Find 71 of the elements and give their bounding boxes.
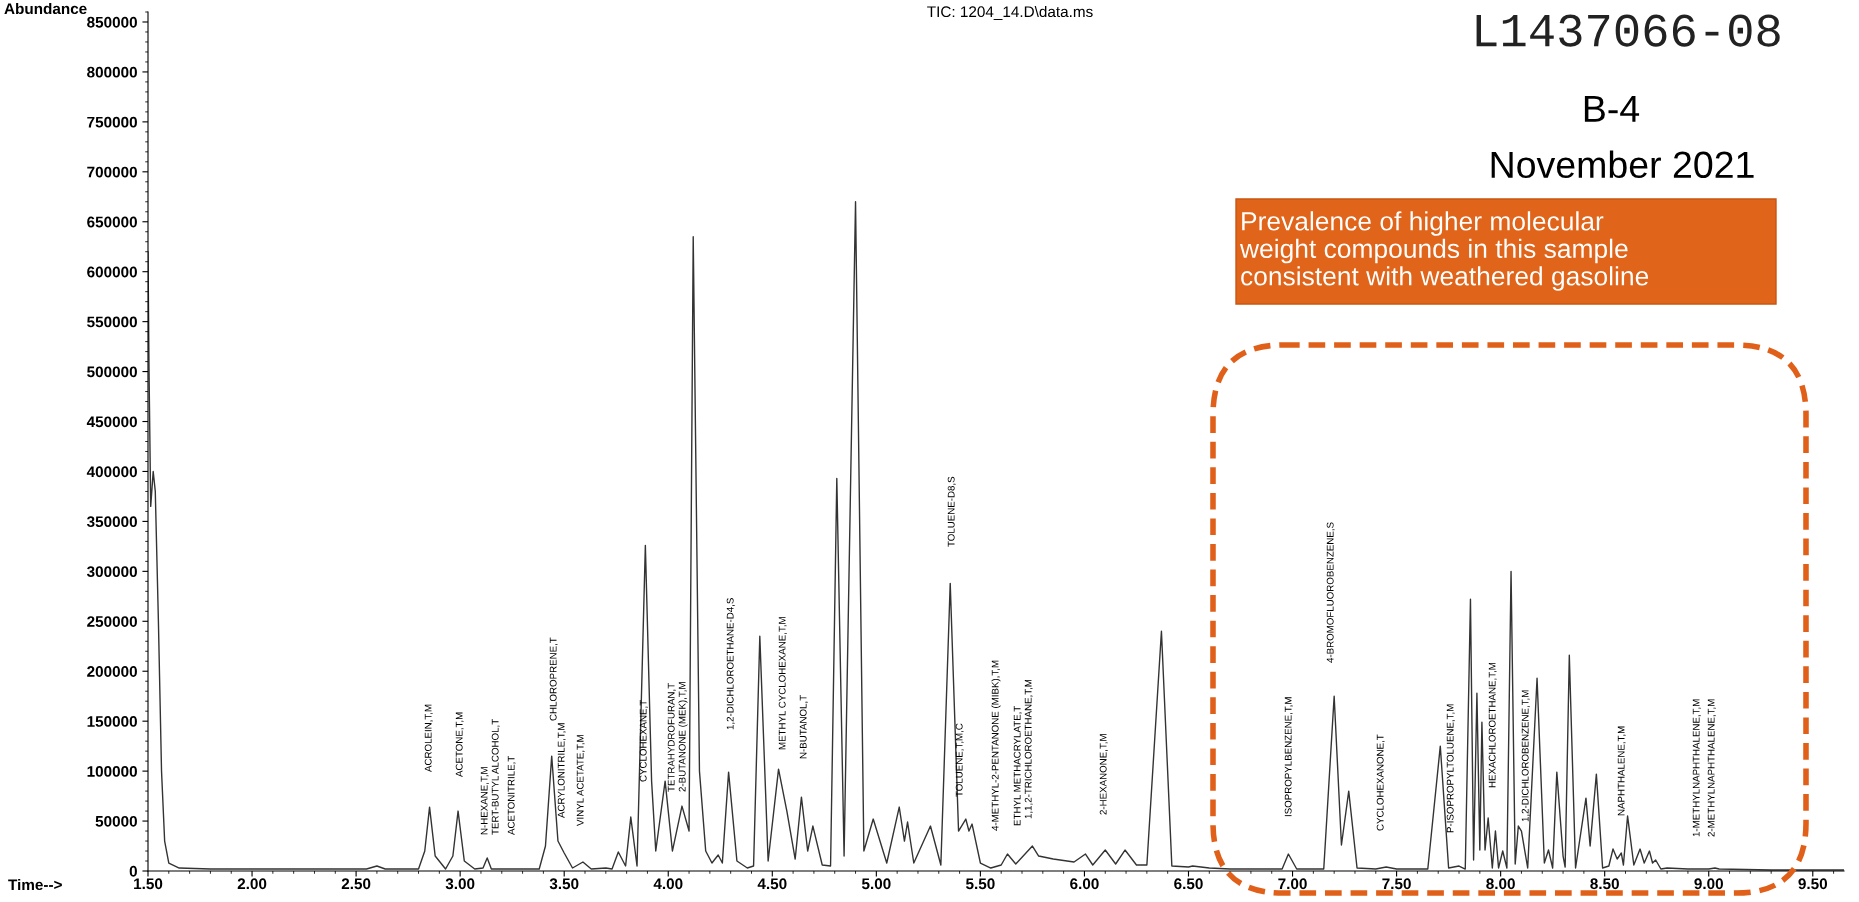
- annotation: ISOPROPYLBENZENE,T,M: [1284, 697, 1293, 817]
- y-tick-label: 500000: [87, 366, 137, 378]
- annotation: HEXACHLOROETHANE,T,M: [1488, 662, 1497, 788]
- x-tick-label: 3.00: [445, 878, 475, 890]
- annotation: TOLUENE,T,M,C: [955, 723, 964, 797]
- y-axis-title: Abundance: [4, 2, 87, 15]
- x-tick-label: 6.50: [1174, 878, 1203, 890]
- y-tick-label: 450000: [86, 416, 137, 428]
- y-tick-label: 100000: [87, 765, 137, 777]
- annotation: ACETONE,T,M: [455, 712, 464, 777]
- annotation: 2-HEXANONE,T,M: [1099, 734, 1108, 815]
- annotation: TETRAHYDROFURAN,T: [667, 683, 676, 792]
- y-tick-label: 800000: [87, 66, 137, 78]
- annotation: ACROLEIN,T,M: [424, 704, 433, 772]
- x-tick-label: 3.50: [549, 878, 579, 890]
- annotation: 1,2-DICHLOROETHANE-D4,S: [726, 598, 735, 730]
- annotation: P-ISOPROPYLTOLUENE,T,M: [1446, 704, 1455, 833]
- x-tick-label: 9.00: [1694, 878, 1723, 890]
- y-tick-label: 850000: [87, 16, 137, 28]
- y-tick-label: 300000: [86, 566, 137, 578]
- y-tick-label: 250000: [87, 616, 137, 627]
- annotation: 1-METHYLNAPHTHALENE,T,M: [1692, 699, 1701, 837]
- y-tick-label: 150000: [87, 716, 137, 727]
- annotation: November 2021: [1491, 150, 1754, 179]
- y-tick-label: 400000: [86, 466, 137, 478]
- annotation: ETHYL METHACRYLATE,T: [1013, 705, 1022, 826]
- annotation: N-BUTANOL,T: [799, 695, 808, 759]
- annotation: 1,1,2-TRICHLOROETHANE,T,M: [1024, 679, 1033, 819]
- annotation: N-HEXANE,T,M: [480, 767, 489, 835]
- y-tick-label: 700000: [87, 166, 137, 178]
- y-tick-label: 600000: [87, 266, 137, 278]
- annotation: L1437066-08: [1476, 14, 1780, 47]
- x-tick-label: 8.00: [1486, 878, 1515, 890]
- annotation: 4-BROMOFLUOROBENZENE,S: [1326, 522, 1335, 663]
- x-tick-label: 7.00: [1278, 878, 1307, 890]
- annotation: 2-METHYLNAPHTHALENE,T,M: [1707, 699, 1716, 837]
- annotation: METHYL CYCLOHEXANE,T,M: [778, 617, 787, 750]
- x-tick-label: 2.00: [237, 878, 267, 890]
- annotation: CHLOROPRENE,T: [549, 637, 558, 721]
- x-axis-title: Time-->: [8, 878, 62, 891]
- x-tick-label: 5.50: [966, 878, 995, 890]
- y-tick-label: 550000: [87, 316, 137, 328]
- annotation: TERT-BUTYL ALCOHOL,T: [491, 719, 500, 835]
- y-tick-label: 750000: [87, 116, 137, 128]
- x-tick-label: 9.50: [1798, 878, 1828, 890]
- x-tick-label: 7.50: [1382, 878, 1411, 890]
- x-tick-label: 1.50: [134, 878, 163, 890]
- x-tick-label: 4.00: [653, 878, 683, 890]
- annotation: ACETONITRILE,T: [507, 755, 516, 835]
- annotation: NAPHTHALENE,T,M: [1617, 726, 1626, 816]
- annotation: Prevalence of higher molecular weight compounds in this sample consistent with weathered gasoline: [1239, 211, 1649, 291]
- annotation: CYCLOHEXANONE,T: [1376, 734, 1385, 831]
- annotation: 1,2-DICHLOROBENZENE,T,M: [1521, 690, 1530, 822]
- y-tick-label: 0: [129, 865, 137, 877]
- x-tick-label: 6.00: [1070, 878, 1099, 890]
- y-tick-label: 650000: [87, 216, 137, 228]
- annotation: ACRYLONITRILE,T,M: [557, 723, 566, 818]
- x-tick-label: 4.50: [757, 878, 787, 890]
- x-tick-label: 2.50: [341, 878, 371, 890]
- x-tick-label: 8.50: [1590, 878, 1619, 890]
- y-tick-label: 50000: [95, 815, 137, 827]
- annotation: 4-METHYL-2-PENTANONE (MIBK),T,M: [991, 660, 1001, 831]
- chart-title: TIC: 1204_14.D\data.ms: [927, 5, 1093, 20]
- annotation: TOLUENE-D8,S: [947, 476, 956, 547]
- annotation: 2-BUTANONE (MEK),T,M: [678, 682, 688, 792]
- y-tick-label: 350000: [86, 516, 137, 528]
- annotation: VINYL ACETATE,T,M: [576, 735, 585, 826]
- annotation: B-4: [1584, 95, 1640, 122]
- y-tick-label: 200000: [87, 666, 137, 677]
- annotation: CYCLOHEXANE,T: [639, 700, 648, 782]
- x-tick-label: 5.00: [861, 878, 891, 890]
